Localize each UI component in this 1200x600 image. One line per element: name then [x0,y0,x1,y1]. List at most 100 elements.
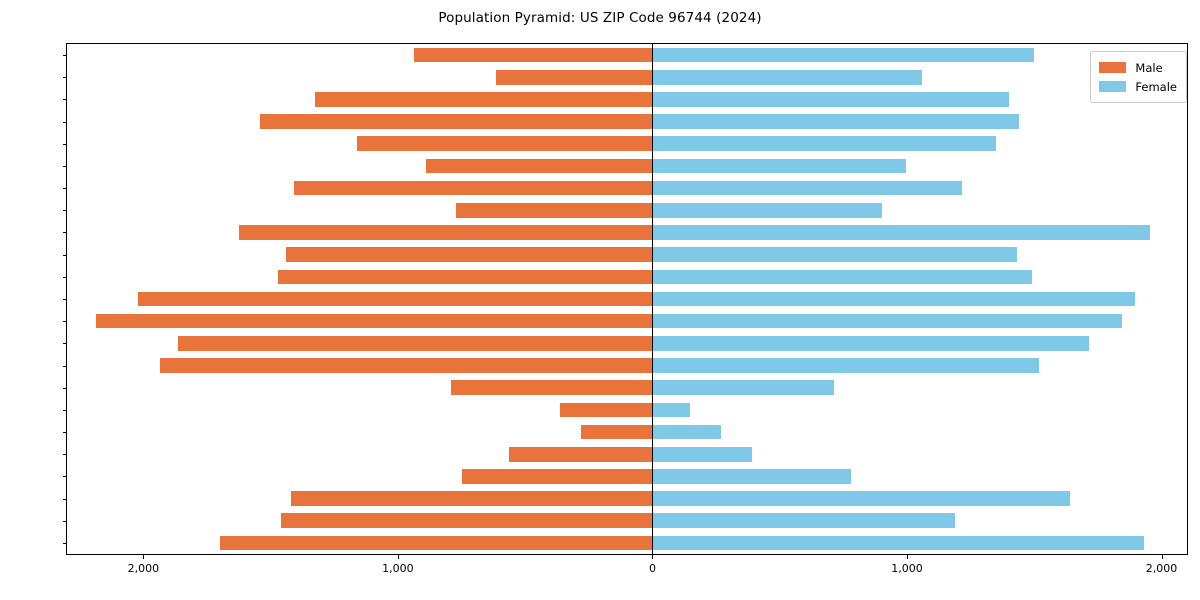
bar-male-65-66[interactable] [425,158,653,174]
xtick-mark [397,555,399,559]
bar-male-67-69[interactable] [357,136,653,152]
bar-male-18-19[interactable] [509,446,653,462]
ytick-mark [63,454,67,456]
bar-female-75-79[interactable] [652,92,1009,107]
ytick-mark [63,210,67,212]
ytick-mark [63,542,67,544]
pyramid-row [67,225,1187,240]
bar-male-21[interactable] [559,402,653,418]
xtick-mark [143,555,145,559]
bar-female-22-24[interactable] [652,380,834,395]
pyramid-row [67,158,1187,174]
bar-female-under-5[interactable] [652,535,1144,551]
pyramid-row [67,247,1187,262]
legend-swatch-male-icon [1099,62,1127,73]
bar-female-67-69[interactable] [652,136,997,152]
bar-female-80-84[interactable] [652,69,923,85]
ytick-mark [63,432,67,434]
bar-male-75-79[interactable] [315,92,653,107]
pyramid-row [67,380,1187,395]
bar-female-40-44[interactable] [652,291,1136,307]
ytick-mark [63,232,67,234]
bar-male-55-59[interactable] [239,225,653,240]
bar-male-25-29[interactable] [159,358,653,373]
pyramid-row [67,114,1187,129]
pyramid-row [67,402,1187,418]
pyramid-row [67,69,1187,85]
bar-male-22-24[interactable] [451,380,653,395]
pyramid-row [67,469,1187,484]
bar-female-50-54[interactable] [652,247,1017,262]
bar-female-85-[interactable] [652,47,1034,63]
chart-legend: Male Female [1090,51,1187,103]
ytick-mark [63,343,67,345]
xtick-mark [652,555,654,559]
bar-male-20[interactable] [581,424,653,440]
legend-item-male[interactable]: Male [1099,58,1177,77]
bar-female-35-39[interactable] [652,313,1123,329]
pyramid-row [67,269,1187,285]
pyramid-row [67,291,1187,307]
bar-female-20[interactable] [652,424,722,440]
xtick-label: 1,000 [382,562,414,575]
legend-swatch-female-icon [1099,81,1127,92]
pyramid-row [67,358,1187,373]
bar-female-55-59[interactable] [652,225,1151,240]
bar-female-45-49[interactable] [652,269,1033,285]
bar-female-18-19[interactable] [652,446,752,462]
bar-female-30-34[interactable] [652,336,1089,351]
zero-axis-line [652,44,654,554]
bar-male-80-84[interactable] [495,69,653,85]
pyramid-row [67,491,1187,506]
bar-male-60-61[interactable] [456,202,653,218]
pyramid-row [67,336,1187,351]
bar-male-50-54[interactable] [285,247,653,262]
bar-male-62-64[interactable] [293,180,653,196]
bar-male-10-14[interactable] [291,491,653,506]
bar-male-35-39[interactable] [95,313,653,329]
bar-male-40-44[interactable] [138,291,653,307]
ytick-mark [63,77,67,79]
bar-male-45-49[interactable] [278,269,653,285]
bar-female-10-14[interactable] [652,491,1070,506]
bar-male-30-34[interactable] [178,336,653,351]
bar-female-60-61[interactable] [652,202,882,218]
xtick-label: 2,000 [127,562,160,575]
ytick-mark [63,121,67,123]
bar-female-65-66[interactable] [652,158,906,174]
ytick-mark [63,254,67,256]
ytick-mark [63,387,67,389]
bar-female-5-9[interactable] [652,513,956,529]
ytick-mark [63,55,67,57]
ytick-mark [63,365,67,367]
ytick-mark [63,321,67,323]
bar-male-70-74[interactable] [260,114,653,129]
bar-male-15-17[interactable] [461,469,653,484]
xtick-mark [1161,555,1163,559]
ytick-mark [63,165,67,167]
bar-male-under-5[interactable] [219,535,653,551]
legend-label-male: Male [1135,60,1163,75]
bar-male-5-9[interactable] [280,513,653,529]
bar-female-25-29[interactable] [652,358,1039,373]
ytick-mark [63,498,67,500]
pyramid-row [67,136,1187,152]
pyramid-row [67,47,1187,63]
ytick-mark [63,520,67,522]
ytick-mark [63,409,67,411]
ytick-mark [63,99,67,101]
ytick-mark [63,276,67,278]
xtick-mark [907,555,908,559]
pyramid-row [67,424,1187,440]
xtick-label: 0 [648,562,656,575]
pyramid-row [67,92,1187,107]
pyramid-row [67,313,1187,329]
legend-item-female[interactable]: Female [1099,77,1177,96]
bar-female-70-74[interactable] [652,114,1019,129]
bar-female-21[interactable] [652,402,690,418]
bar-female-15-17[interactable] [652,469,851,484]
pyramid-row [67,535,1187,551]
bar-female-62-64[interactable] [652,180,962,196]
bar-male-85-[interactable] [414,47,653,63]
